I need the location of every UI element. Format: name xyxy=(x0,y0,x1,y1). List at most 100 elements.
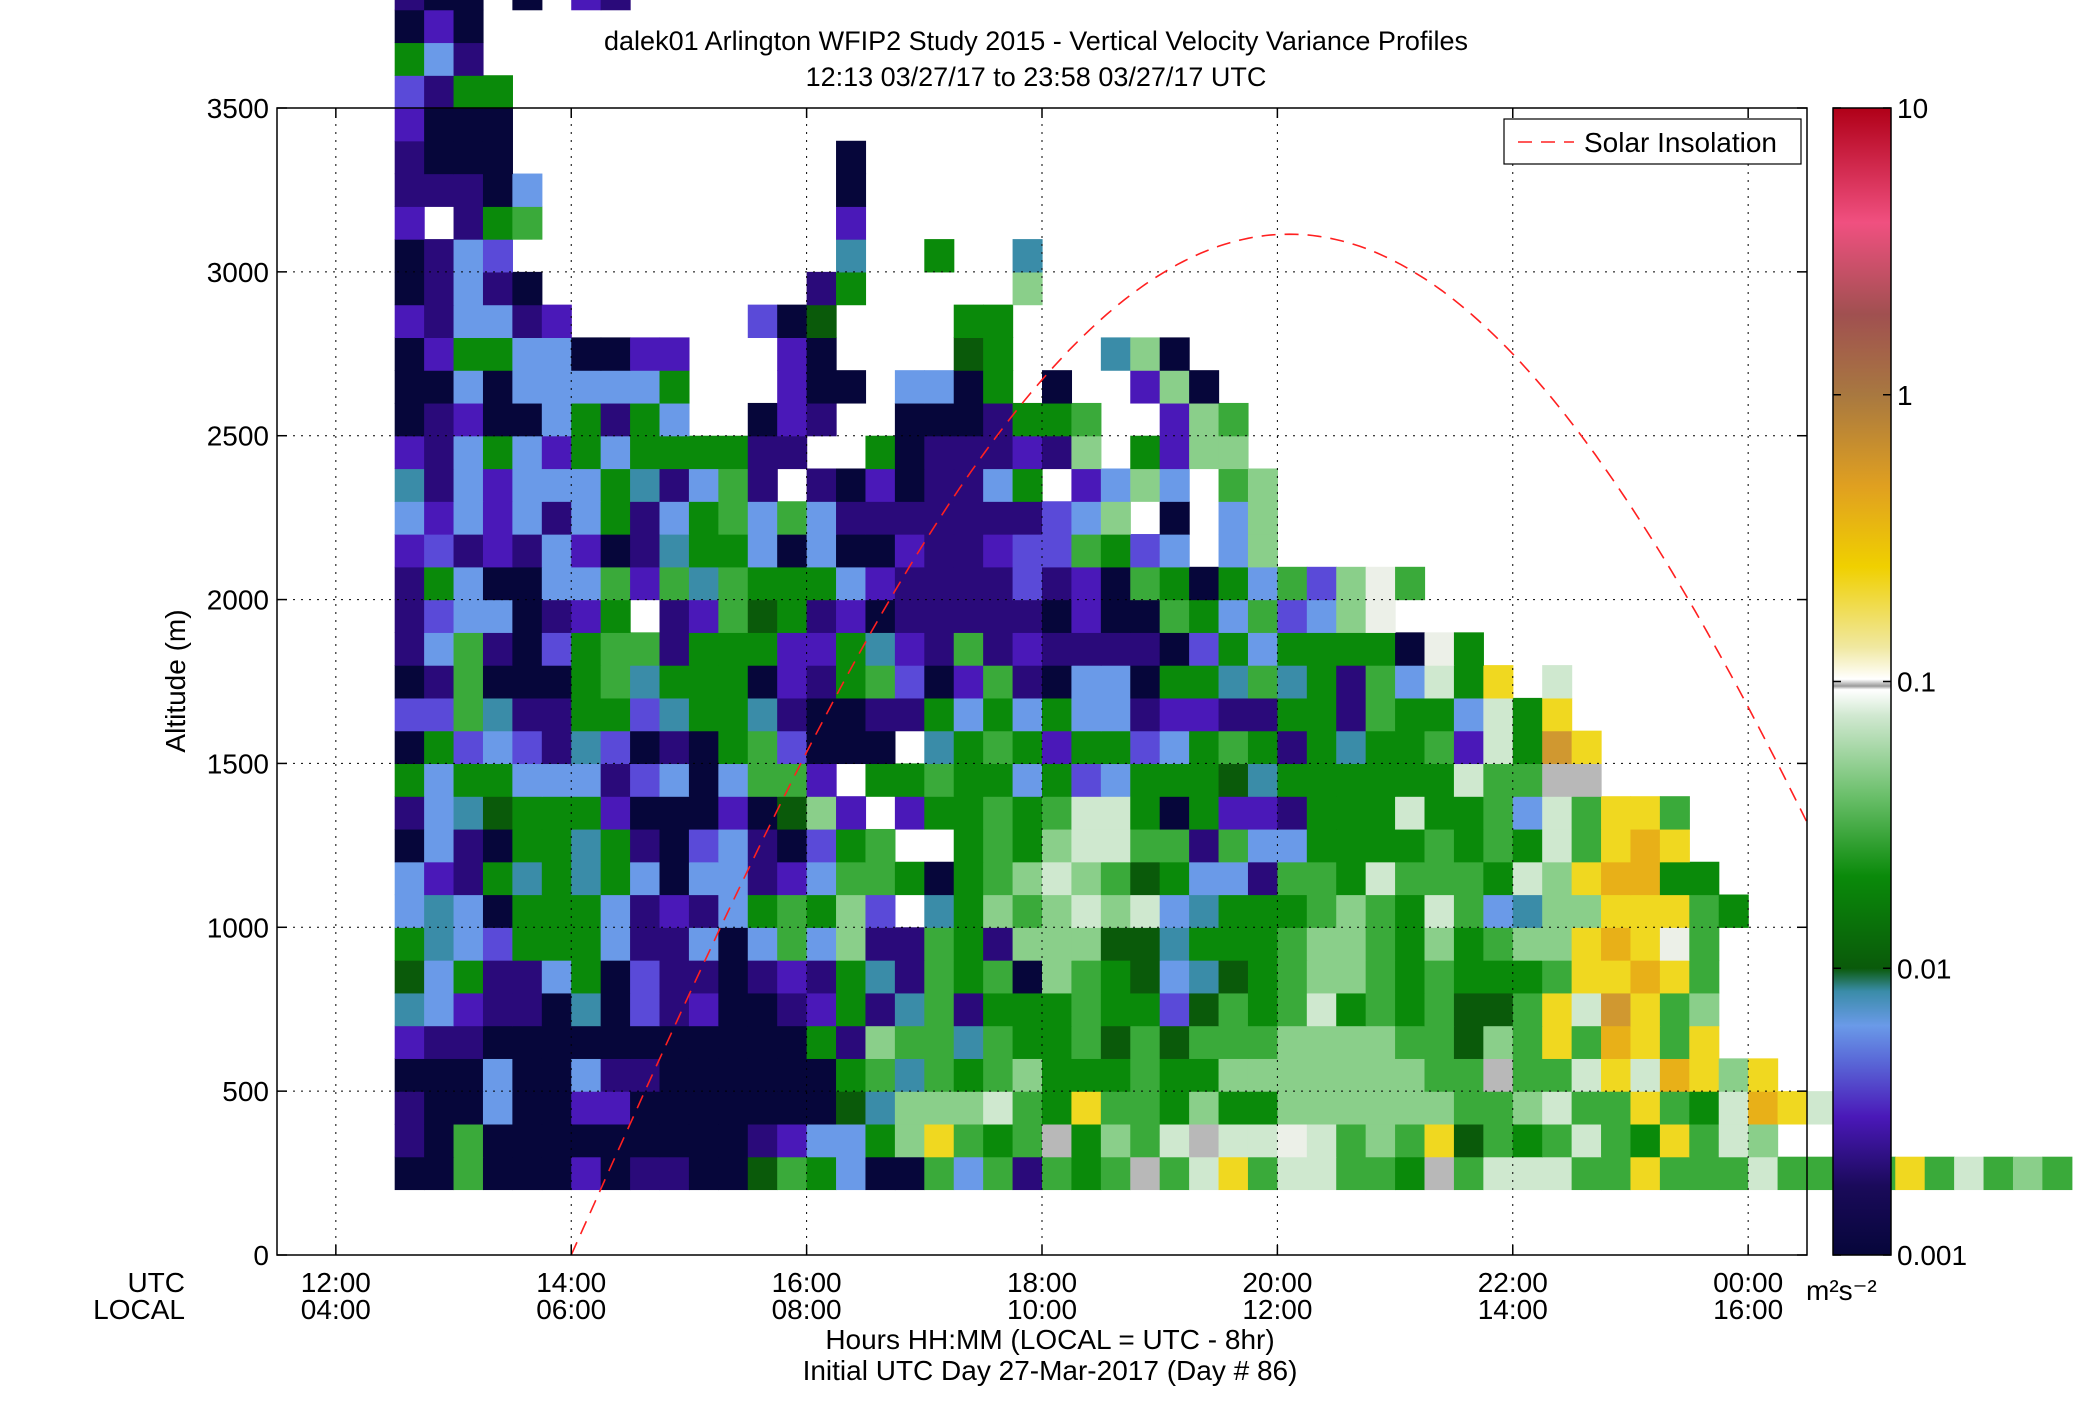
variance-cell xyxy=(953,1156,984,1191)
variance-cell xyxy=(806,534,837,568)
variance-cell xyxy=(1130,370,1161,404)
variance-cell xyxy=(659,960,690,994)
variance-cell xyxy=(1100,697,1131,732)
variance-cell xyxy=(894,1156,925,1191)
variance-cell xyxy=(1100,960,1131,994)
variance-cell xyxy=(1630,796,1661,830)
variance-cell xyxy=(1542,1025,1573,1059)
variance-cell xyxy=(983,534,1014,568)
variance-cell xyxy=(865,960,896,994)
variance-cell xyxy=(924,402,955,437)
variance-cell xyxy=(1218,960,1249,994)
variance-cell xyxy=(541,534,572,568)
variance-cell xyxy=(688,992,719,1027)
variance-cell xyxy=(1100,796,1131,830)
variance-cell xyxy=(482,304,513,338)
variance-cell xyxy=(424,9,455,44)
variance-cell xyxy=(659,1123,690,1158)
variance-cell xyxy=(1571,1123,1602,1158)
variance-cell xyxy=(806,665,837,699)
variance-cell xyxy=(1130,1025,1161,1059)
variance-cell xyxy=(659,894,690,928)
variance-cell xyxy=(1453,1058,1484,1092)
variance-cell xyxy=(1571,1025,1602,1059)
variance-cell xyxy=(1336,763,1367,797)
variance-cell xyxy=(1012,992,1043,1027)
variance-cell xyxy=(1189,1058,1220,1092)
variance-cell xyxy=(424,927,455,961)
variance-cell xyxy=(424,960,455,994)
variance-cell xyxy=(1042,697,1073,732)
variance-cell xyxy=(1277,1091,1308,1125)
variance-cell xyxy=(394,861,425,896)
variance-cell xyxy=(630,1025,661,1059)
variance-cell xyxy=(1247,1123,1278,1158)
variance-cell xyxy=(1130,599,1161,633)
variance-cell xyxy=(953,435,984,470)
variance-cell xyxy=(1277,1156,1308,1191)
variance-cell xyxy=(1424,665,1455,699)
variance-cell xyxy=(718,796,749,830)
variance-cell xyxy=(1306,763,1337,797)
y-axis-label: Altitude (m) xyxy=(160,609,191,752)
variance-cell xyxy=(1542,960,1573,994)
variance-cell xyxy=(983,566,1014,601)
variance-cell xyxy=(1159,337,1190,371)
variance-cell xyxy=(512,1091,543,1125)
variance-cell xyxy=(1424,730,1455,765)
variance-cell xyxy=(424,239,455,273)
variance-cell xyxy=(394,435,425,470)
variance-cell xyxy=(1247,632,1278,666)
variance-cell xyxy=(512,861,543,896)
variance-cell xyxy=(1071,665,1102,699)
variance-cell xyxy=(777,697,808,732)
variance-cell xyxy=(1542,894,1573,928)
variance-cell xyxy=(688,730,719,765)
variance-cell xyxy=(482,763,513,797)
variance-cell xyxy=(983,1058,1014,1092)
variance-cell xyxy=(659,796,690,830)
variance-cell xyxy=(541,599,572,633)
variance-cell xyxy=(865,665,896,699)
variance-cell xyxy=(630,566,661,601)
variance-cell xyxy=(571,435,602,470)
variance-cell xyxy=(424,42,455,76)
variance-cell xyxy=(541,1156,572,1191)
variance-cell xyxy=(1689,861,1720,896)
variance-cell xyxy=(1189,730,1220,765)
variance-cell xyxy=(1247,665,1278,699)
variance-cell xyxy=(836,599,867,633)
variance-cell xyxy=(1071,697,1102,732)
variance-cell xyxy=(541,566,572,601)
variance-cell xyxy=(777,304,808,338)
variance-cell xyxy=(1189,927,1220,961)
variance-cell xyxy=(924,370,955,404)
variance-cell xyxy=(747,1058,778,1092)
variance-cell xyxy=(1130,534,1161,568)
variance-cell xyxy=(836,1156,867,1191)
variance-cell xyxy=(1659,1123,1690,1158)
variance-cell xyxy=(394,1156,425,1191)
variance-cell xyxy=(1159,566,1190,601)
variance-cell xyxy=(806,599,837,633)
variance-cell xyxy=(394,960,425,994)
variance-cell xyxy=(630,1123,661,1158)
variance-cell xyxy=(453,763,484,797)
variance-cell xyxy=(1012,468,1043,502)
variance-cell xyxy=(836,140,867,175)
variance-cell xyxy=(1189,566,1220,601)
variance-cell xyxy=(1130,1058,1161,1092)
variance-cell xyxy=(1247,697,1278,732)
variance-cell xyxy=(1424,1025,1455,1059)
variance-cell xyxy=(1012,435,1043,470)
variance-cell xyxy=(630,632,661,666)
variance-cell xyxy=(924,599,955,633)
variance-cell xyxy=(1365,927,1396,961)
variance-cell xyxy=(1512,763,1543,797)
variance-cell xyxy=(953,697,984,732)
variance-cell xyxy=(777,599,808,633)
variance-cell xyxy=(1689,1091,1720,1125)
variance-cell xyxy=(894,927,925,961)
variance-cell xyxy=(630,501,661,535)
variance-cell xyxy=(718,1091,749,1125)
